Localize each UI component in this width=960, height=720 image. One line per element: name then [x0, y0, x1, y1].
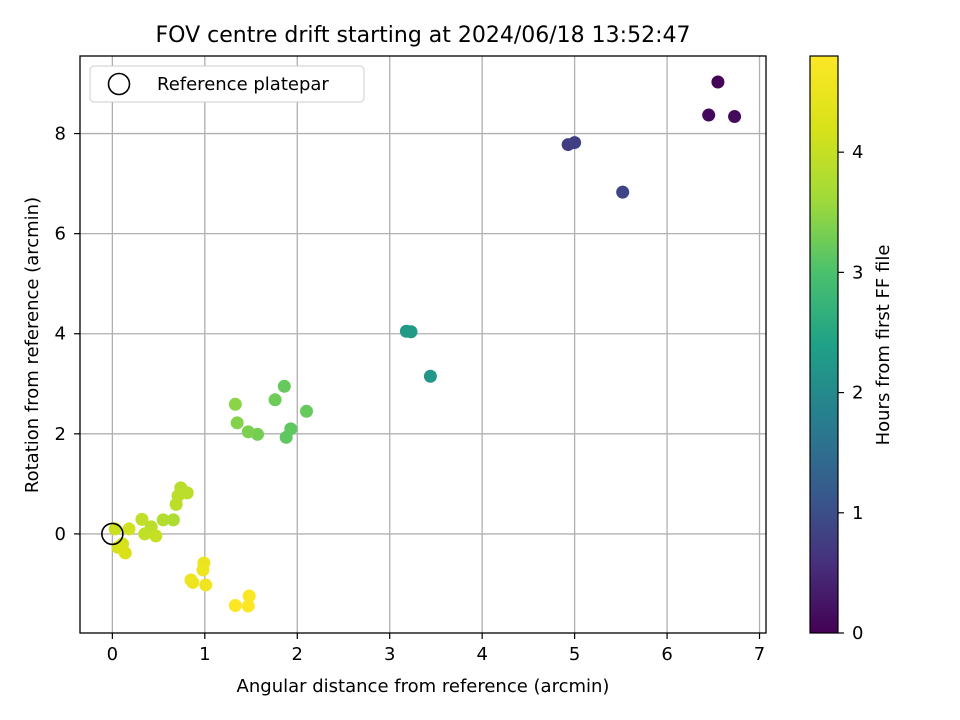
- legend: Reference platepar: [89, 65, 365, 103]
- scatter-point: [728, 110, 742, 124]
- y-tick-label: 2: [55, 424, 66, 445]
- colorbar-tick-label: 4: [852, 142, 863, 163]
- y-axis-ticks: 0 2 4 6 8: [55, 124, 80, 545]
- scatter-point: [166, 513, 180, 527]
- colorbar-tick-label: 1: [852, 503, 863, 524]
- scatter-point: [138, 527, 152, 541]
- y-tick-label: 8: [55, 124, 66, 145]
- plot-frame: [79, 55, 767, 634]
- scatter-point: [616, 185, 630, 199]
- scatter-point: [196, 563, 210, 577]
- scatter-point: [241, 599, 255, 613]
- scatter-point: [277, 379, 291, 393]
- x-tick-label: 7: [754, 644, 765, 665]
- x-tick-label: 1: [199, 644, 210, 665]
- scatter-point: [702, 108, 716, 122]
- colorbar-ticks: 0 1 2 3 4: [838, 142, 863, 644]
- legend-label: Reference platepar: [157, 74, 329, 95]
- scatter-point: [241, 425, 255, 439]
- scatter-point: [118, 546, 132, 560]
- scatter-point: [279, 430, 293, 444]
- y-tick-label: 6: [55, 224, 66, 245]
- scatter-point: [228, 397, 242, 411]
- colorbar-tick-label: 3: [852, 262, 863, 283]
- x-tick-label: 2: [292, 644, 303, 665]
- scatter-point: [268, 393, 282, 407]
- scatter-point: [404, 325, 418, 339]
- scatter-point: [230, 416, 244, 430]
- scatter-point: [568, 136, 582, 150]
- scatter-point: [169, 497, 183, 511]
- legend-box: [89, 65, 365, 103]
- scatter-point: [149, 529, 163, 543]
- colorbar-tick-label: 0: [852, 623, 863, 644]
- reference-marker: [101, 522, 124, 546]
- scatter-point: [242, 589, 256, 603]
- chart-title: FOV centre drift starting at 2024/06/18 …: [156, 23, 691, 48]
- x-axis-label: Angular distance from reference (arcmin): [237, 676, 610, 697]
- x-tick-label: 5: [569, 644, 580, 665]
- scatter-point: [186, 575, 200, 589]
- scatter-point: [135, 512, 149, 526]
- y-tick-label: 0: [55, 524, 66, 545]
- scatter-point: [711, 75, 725, 89]
- y-tick-label: 4: [55, 324, 66, 345]
- legend-marker: [107, 72, 131, 96]
- scatter-point: [300, 404, 314, 418]
- colorbar-gradient: [809, 55, 839, 634]
- data-points: [108, 75, 742, 613]
- scatter-point: [122, 522, 136, 536]
- scatter-point: [199, 578, 213, 592]
- scatter-point: [156, 513, 170, 527]
- x-tick-label: 6: [661, 644, 672, 665]
- x-tick-label: 0: [107, 644, 118, 665]
- colorbar-tick-label: 2: [852, 383, 863, 404]
- scatter-point: [228, 598, 242, 612]
- x-axis-ticks: 0 1 2 3 4 5 6 7: [107, 633, 765, 665]
- x-tick-label: 4: [476, 644, 487, 665]
- y-axis-label: Rotation from reference (arcmin): [22, 197, 43, 493]
- grid-lines: [80, 56, 766, 633]
- colorbar: 0 1 2 3 4 Hours from first FF file: [809, 55, 894, 644]
- x-tick-label: 3: [384, 644, 395, 665]
- scatter-point: [423, 369, 437, 383]
- colorbar-label: Hours from first FF file: [873, 245, 894, 446]
